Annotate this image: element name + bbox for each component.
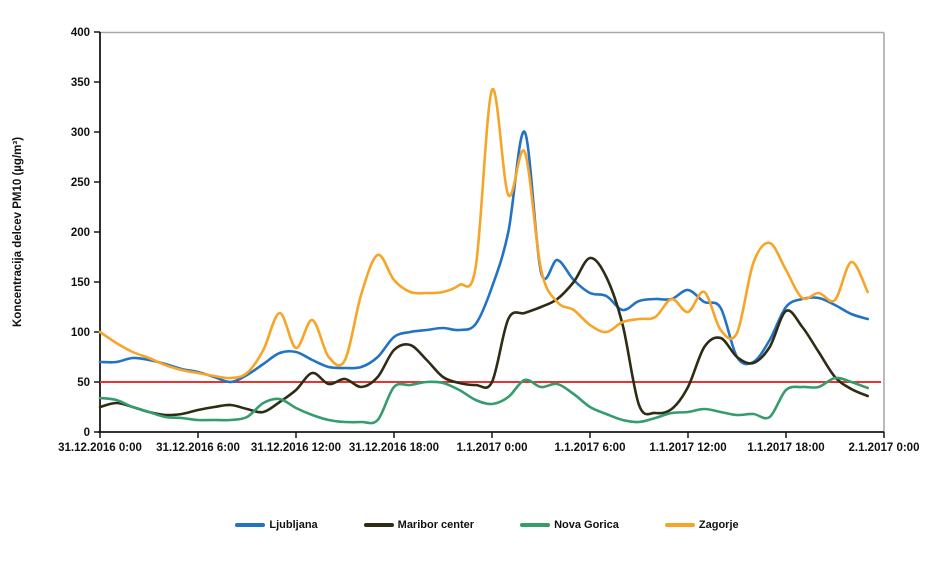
legend-label: Zagorje (698, 519, 739, 531)
legend-swatch (664, 523, 695, 527)
y-tick-label: 100 (71, 327, 90, 339)
legend-item-nova-gorica: Nova Gorica (520, 519, 619, 531)
x-axis-ticks: 31.12.2016 0:00 31.12.2016 6:00 31.12.2016… (58, 432, 919, 454)
y-tick-label: 400 (71, 27, 90, 39)
y-axis-ticks: 0 50 100 150 200 250 300 350 400 (71, 27, 100, 439)
legend: Ljubljana Maribor center Nova Gorica Zagorj… (0, 519, 940, 531)
x-tick-label: 31.12.2016 6:00 (156, 442, 240, 454)
legend-label: Maribor center (397, 519, 475, 531)
series-line-nova-gorica (98, 376, 869, 425)
x-tick-label: 1.1.2017 0:00 (457, 442, 528, 454)
y-tick-label: 150 (71, 277, 90, 289)
legend-swatch (520, 523, 551, 527)
x-tick-label: 31.12.2016 12:00 (251, 442, 341, 454)
y-tick-label: 250 (71, 177, 90, 189)
x-tick-label: 2.1.2017 0:00 (849, 442, 920, 454)
legend-item-ljubljana: Ljubljana (235, 519, 318, 531)
x-tick-label: 31.12.2016 0:00 (58, 442, 142, 454)
x-tick-label: 1.1.2017 6:00 (555, 442, 626, 454)
series-line-zagorje (98, 88, 869, 380)
y-tick-label: 300 (71, 127, 90, 139)
y-tick-label: 50 (77, 377, 90, 389)
y-tick-label: 350 (71, 77, 90, 89)
legend-swatch (235, 523, 266, 527)
pm10-line-chart: Koncentracija delcev PM10 (µg/m³) 0 50 100… (12, 27, 919, 454)
legend-item-maribor-center: Maribor center (363, 519, 475, 531)
series-lines (98, 88, 869, 425)
legend-item-zagorje: Zagorje (664, 519, 739, 531)
x-tick-label: 1.1.2017 12:00 (649, 442, 726, 454)
legend-swatch (363, 523, 394, 527)
x-tick-label: 1.1.2017 18:00 (747, 442, 824, 454)
legend-label: Nova Gorica (554, 519, 619, 531)
legend-label: Ljubljana (269, 519, 318, 531)
y-tick-label: 200 (71, 227, 90, 239)
y-axis-title: Koncentracija delcev PM10 (µg/m³) (12, 137, 24, 327)
x-tick-label: 31.12.2016 18:00 (349, 442, 439, 454)
series-line-maribor-center (98, 256, 869, 417)
y-tick-label: 0 (84, 427, 90, 439)
